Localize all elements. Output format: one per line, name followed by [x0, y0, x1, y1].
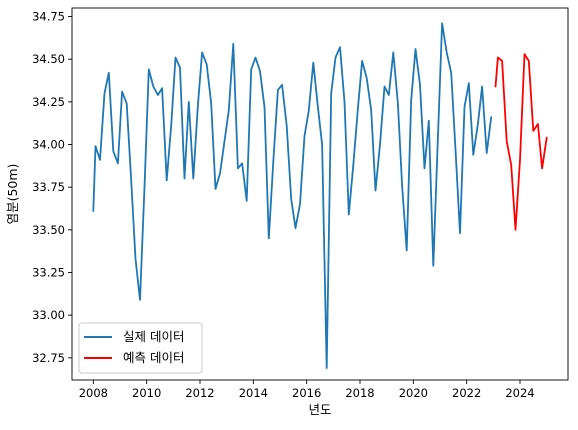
x-tick-label: 2008 [79, 386, 108, 400]
x-tick-label: 2010 [132, 386, 161, 400]
y-tick-label: 33.25 [32, 265, 65, 279]
legend-box [78, 322, 203, 374]
x-tick-label: 2016 [292, 386, 321, 400]
x-tick-label: 2024 [505, 386, 534, 400]
y-tick-label: 32.75 [32, 351, 65, 365]
y-tick-label: 33.00 [32, 308, 65, 322]
x-tick-label: 2012 [185, 386, 214, 400]
y-axis-label: 염분(50m) [5, 164, 20, 225]
y-axis-ticks: 32.75 33.00 33.25 33.50 33.75 34.00 34.25 34.50… [32, 10, 72, 365]
x-tick-label: 2020 [399, 386, 428, 400]
series-line-actual [92, 22, 493, 369]
y-tick-label: 34.50 [32, 52, 65, 66]
series-line-forecast [494, 53, 548, 231]
x-tick-label: 2018 [345, 386, 374, 400]
legend-label-forecast: 예측 데이터 [123, 350, 184, 365]
y-tick-label: 34.75 [32, 10, 65, 24]
x-tick-label: 2022 [452, 386, 481, 400]
series-layer [92, 22, 548, 369]
y-tick-label: 34.25 [32, 95, 65, 109]
legend: 실제 데이터 예측 데이터 [78, 322, 203, 374]
x-axis-label: 년도 [308, 402, 331, 417]
x-tick-label: 2014 [239, 386, 268, 400]
y-tick-label: 33.50 [32, 223, 65, 237]
y-tick-label: 34.00 [32, 138, 65, 152]
legend-label-actual: 실제 데이터 [123, 329, 184, 344]
y-tick-label: 33.75 [32, 180, 65, 194]
plot-area [71, 7, 569, 381]
x-axis-ticks: 2008 2010 2012 2014 2016 2018 2020 2022 2024 [79, 380, 535, 400]
